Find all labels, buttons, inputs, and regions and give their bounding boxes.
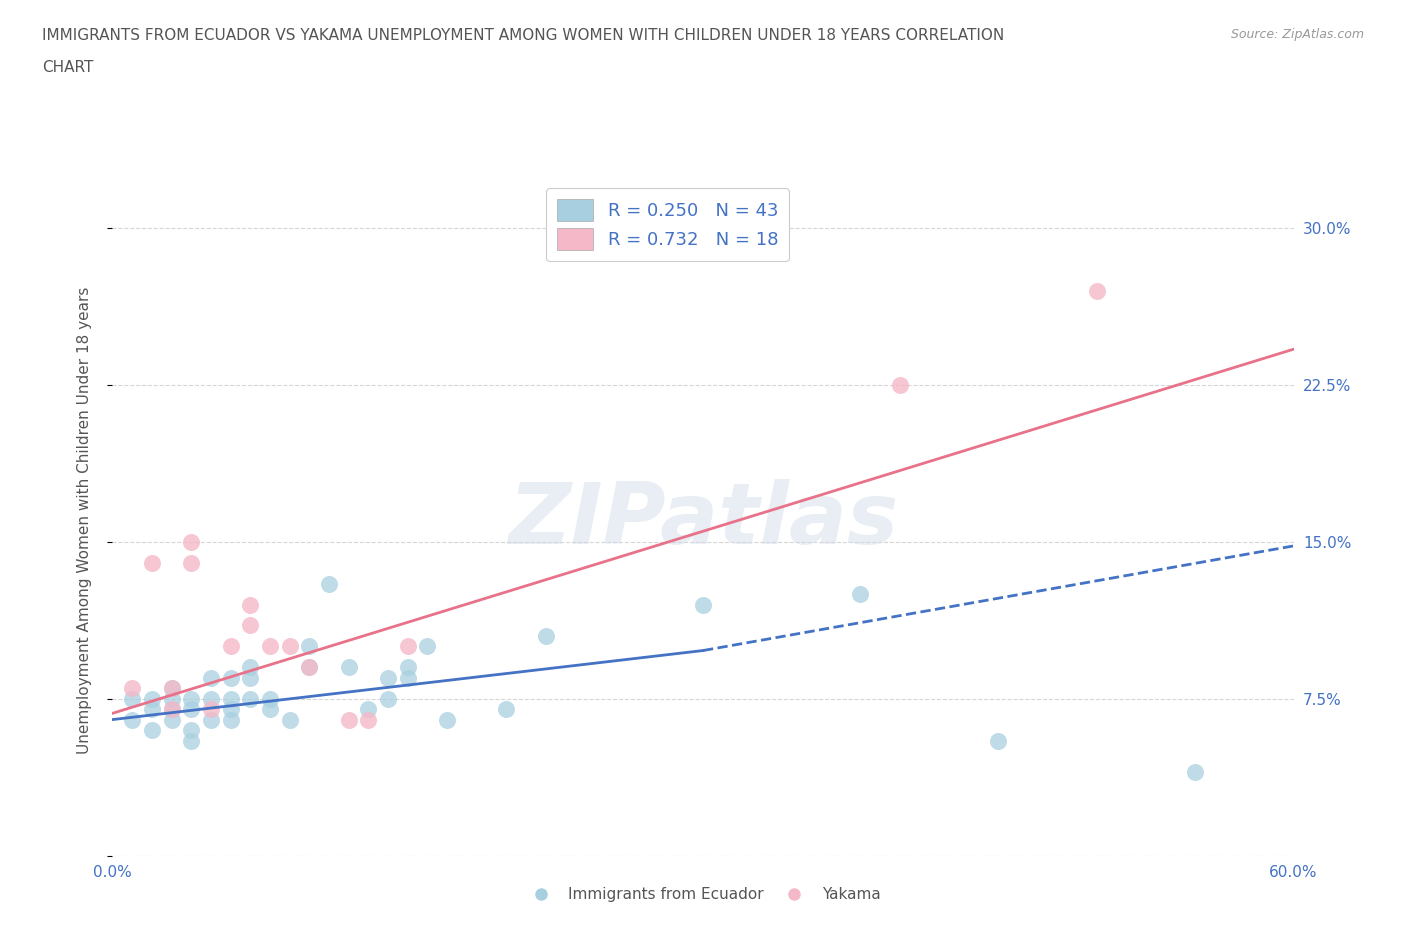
- Point: [219, 671, 242, 685]
- Point: [200, 691, 222, 706]
- Point: [141, 702, 163, 717]
- Point: [121, 691, 143, 706]
- Text: IMMIGRANTS FROM ECUADOR VS YAKAMA UNEMPLOYMENT AMONG WOMEN WITH CHILDREN UNDER 1: IMMIGRANTS FROM ECUADOR VS YAKAMA UNEMPL…: [42, 28, 1004, 43]
- Point: [849, 587, 872, 602]
- Point: [396, 671, 419, 685]
- Text: Source: ZipAtlas.com: Source: ZipAtlas.com: [1230, 28, 1364, 41]
- Point: [160, 712, 183, 727]
- Point: [200, 712, 222, 727]
- Point: [1085, 284, 1108, 299]
- Text: CHART: CHART: [42, 60, 94, 75]
- Point: [160, 681, 183, 696]
- Point: [141, 691, 163, 706]
- Point: [357, 702, 380, 717]
- Point: [239, 597, 262, 612]
- Point: [278, 712, 301, 727]
- Point: [239, 691, 262, 706]
- Point: [987, 733, 1010, 748]
- Point: [396, 660, 419, 675]
- Point: [160, 691, 183, 706]
- Point: [357, 712, 380, 727]
- Point: [396, 639, 419, 654]
- Text: ZIPatlas: ZIPatlas: [508, 479, 898, 563]
- Point: [337, 712, 360, 727]
- Point: [141, 555, 163, 570]
- Point: [180, 733, 202, 748]
- Point: [436, 712, 458, 727]
- Legend: Immigrants from Ecuador, Yakama: Immigrants from Ecuador, Yakama: [519, 881, 887, 909]
- Point: [121, 712, 143, 727]
- Point: [298, 639, 321, 654]
- Point: [219, 712, 242, 727]
- Point: [259, 639, 281, 654]
- Point: [141, 723, 163, 737]
- Point: [377, 671, 399, 685]
- Point: [377, 691, 399, 706]
- Point: [1184, 764, 1206, 779]
- Point: [337, 660, 360, 675]
- Point: [239, 660, 262, 675]
- Point: [180, 702, 202, 717]
- Point: [219, 639, 242, 654]
- Point: [239, 618, 262, 633]
- Point: [416, 639, 439, 654]
- Point: [259, 702, 281, 717]
- Point: [200, 671, 222, 685]
- Point: [298, 660, 321, 675]
- Point: [239, 671, 262, 685]
- Point: [180, 691, 202, 706]
- Point: [160, 681, 183, 696]
- Point: [121, 681, 143, 696]
- Point: [534, 629, 557, 644]
- Point: [160, 702, 183, 717]
- Point: [259, 691, 281, 706]
- Point: [219, 691, 242, 706]
- Point: [495, 702, 517, 717]
- Point: [692, 597, 714, 612]
- Point: [219, 702, 242, 717]
- Point: [318, 577, 340, 591]
- Point: [180, 535, 202, 550]
- Point: [278, 639, 301, 654]
- Point: [180, 555, 202, 570]
- Y-axis label: Unemployment Among Women with Children Under 18 years: Unemployment Among Women with Children U…: [77, 287, 91, 754]
- Point: [160, 702, 183, 717]
- Point: [298, 660, 321, 675]
- Point: [889, 378, 911, 392]
- Point: [180, 723, 202, 737]
- Point: [200, 702, 222, 717]
